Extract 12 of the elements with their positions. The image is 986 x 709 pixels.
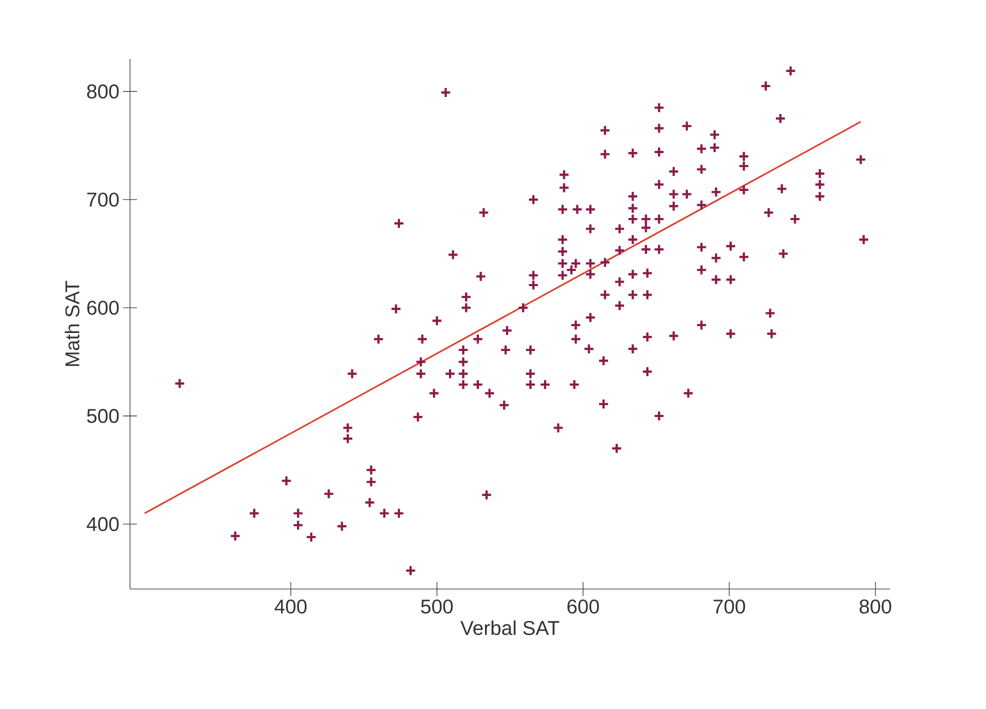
y-tick-label: 800 [87, 84, 119, 98]
x-tick-label: 800 [860, 600, 892, 614]
x-axis-title: Verbal SAT [460, 620, 560, 636]
x-tick-label: 700 [714, 600, 746, 614]
x-tick-label: 600 [567, 600, 599, 614]
x-tick-label: 500 [421, 600, 453, 614]
y-tick-label: 400 [86, 517, 119, 532]
y-axis-title: Math SAT [64, 280, 80, 366]
x-tick-label: 400 [274, 600, 307, 614]
y-tick-label: 500 [87, 408, 119, 423]
y-tick-label: 700 [87, 192, 119, 207]
y-tick-label: 600 [87, 300, 119, 315]
